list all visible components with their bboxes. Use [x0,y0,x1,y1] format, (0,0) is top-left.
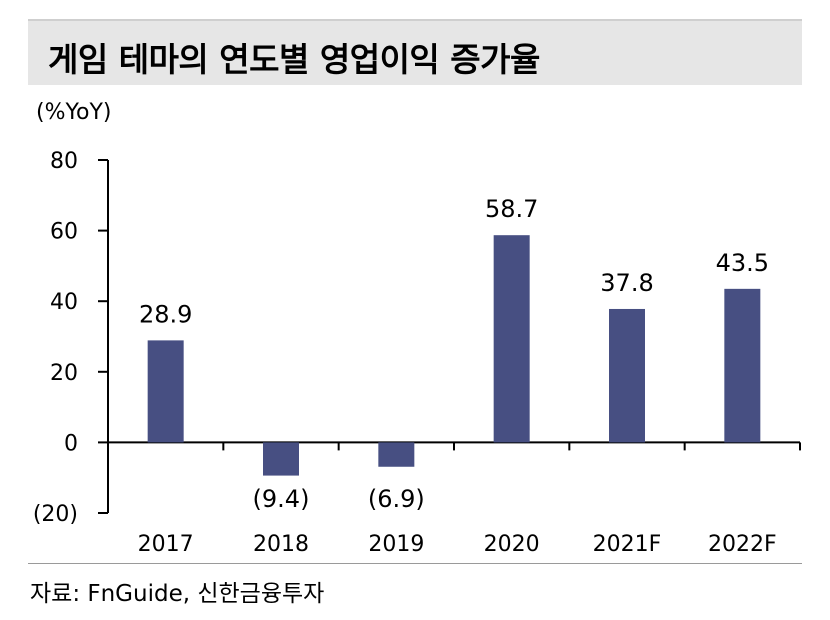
title-bar: 게임 테마의 연도별 영업이익 증가율 [28,19,802,85]
bar [724,288,761,443]
y-tick-label: 20 [50,361,78,386]
y-tick-label: 60 [50,220,78,245]
y-tick-label: 40 [50,290,78,315]
bar [378,442,415,467]
chart-title: 게임 테마의 연도별 영업이익 증가율 [48,40,540,79]
bar [263,442,299,476]
source-note: 자료: FnGuide, 신한금융투자 [30,581,325,607]
y-axis-unit-label: (%YoY) [36,100,112,125]
data-label: 28.9 [139,300,192,328]
x-tick-label: 2018 [253,532,309,557]
x-tick-label: 2017 [138,532,194,557]
bar [147,340,184,443]
y-tick-label: 80 [50,149,78,174]
y-tick-label: (20) [33,502,78,527]
x-tick-label: 2022F [708,532,777,557]
x-tick-label: 2021F [593,532,662,557]
data-label: (9.4) [253,485,310,513]
data-label: 43.5 [716,249,769,277]
data-label: 58.7 [485,195,538,223]
bar [493,235,530,443]
data-label: 37.8 [600,269,653,297]
bar [609,308,645,443]
data-label: (6.9) [368,485,425,513]
x-tick-label: 2019 [368,532,424,557]
x-tick-label: 2020 [484,532,540,557]
y-tick-label: 0 [64,431,78,456]
bar-chart: 80 60 40 20 0 (20) 28.9 2017 (9.4) 2018 (6.9) 2019 5… [33,149,801,557]
source-divider [28,563,802,564]
